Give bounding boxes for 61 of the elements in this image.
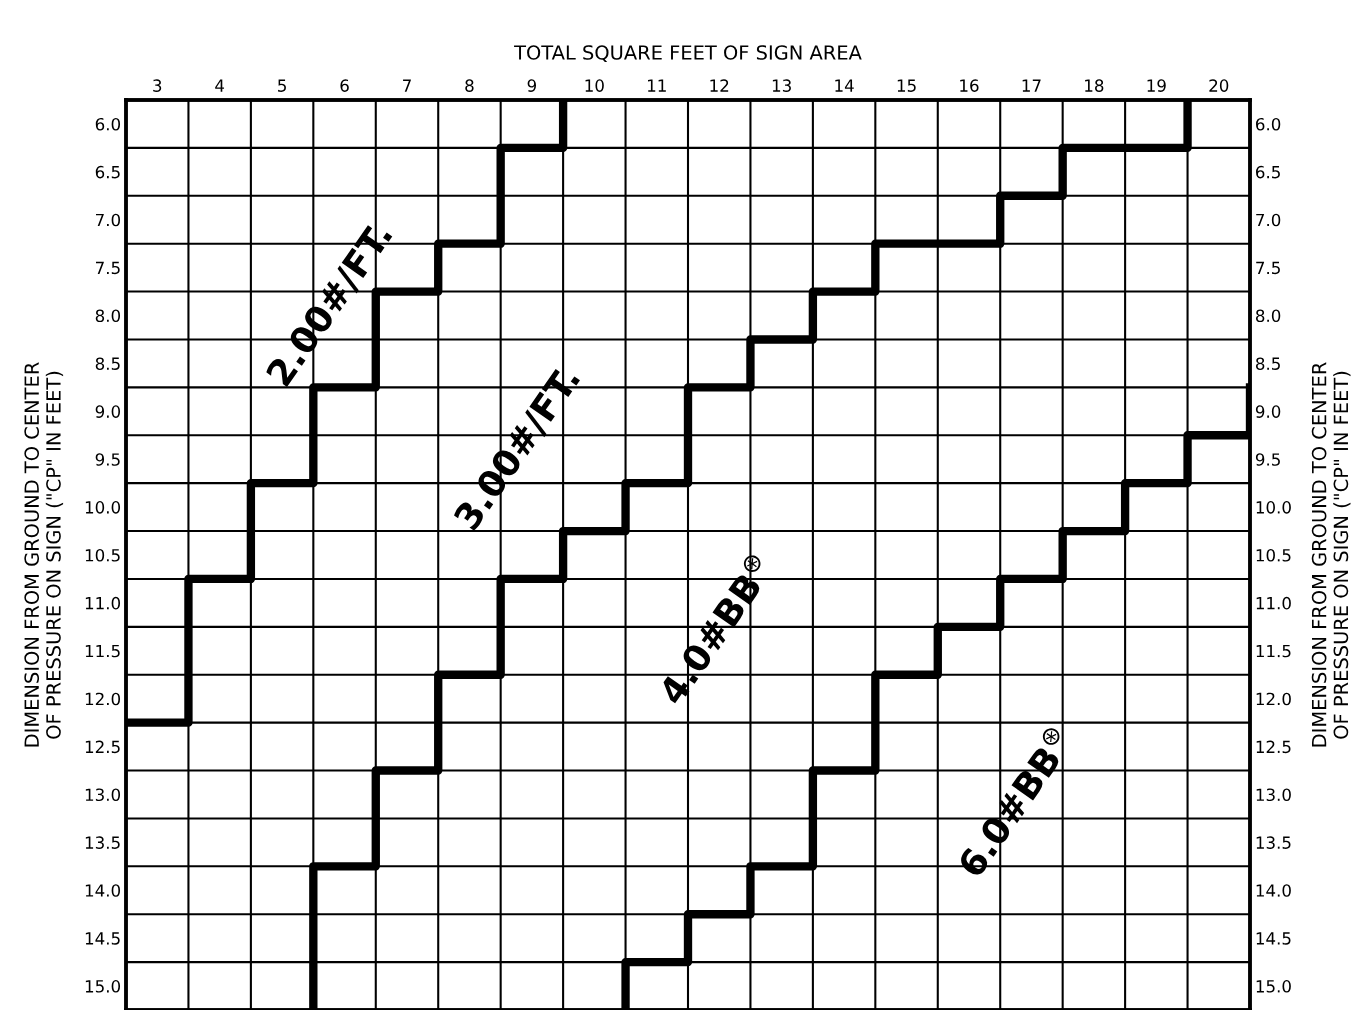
y-tick-label: 13.0 bbox=[85, 788, 121, 802]
y-tick-label: 7.0 bbox=[96, 213, 121, 227]
y2-tick-label: 6.0 bbox=[1256, 117, 1281, 131]
x-tick-label: 9 bbox=[527, 79, 537, 92]
y-tick-label: 11.5 bbox=[85, 644, 120, 658]
x-axis-title: TOTAL SQUARE FEET OF SIGN AREA bbox=[514, 45, 862, 63]
x-tick-label: 3 bbox=[153, 79, 162, 92]
x-tick-label: 8 bbox=[465, 79, 474, 92]
annotation: 6.0#BB$^{⊛}$ bbox=[953, 725, 1075, 879]
x-tick-label: 12 bbox=[710, 79, 729, 92]
y2-tick-label: 7.0 bbox=[1256, 213, 1281, 227]
x-tick-label: 20 bbox=[1209, 79, 1229, 92]
y2-tick-label: 14.5 bbox=[1256, 932, 1291, 945]
y2-tick-label: 13.5 bbox=[1256, 836, 1291, 849]
y2-tick-label: 6.5 bbox=[1256, 165, 1280, 179]
x-tick-label: 4 bbox=[215, 79, 225, 92]
y-tick-label: 15.0 bbox=[85, 980, 121, 993]
y2-tick-label: 8.5 bbox=[1255, 357, 1280, 370]
y-tick-label: 8.5 bbox=[95, 357, 120, 370]
x-tick-label: 19 bbox=[1147, 79, 1166, 92]
x-tick-label: 10 bbox=[585, 79, 604, 92]
y-tick-label: 7.5 bbox=[96, 261, 120, 275]
y-tick-label: 14.5 bbox=[85, 932, 120, 945]
y-tick-label: 12.5 bbox=[85, 740, 120, 754]
x-tick-label: 15 bbox=[897, 79, 916, 92]
annotation: 4.0#BB$^{⊛}$ bbox=[654, 552, 776, 707]
y2-tick-label: 10.5 bbox=[1256, 548, 1291, 562]
y2-tick-label: 12.5 bbox=[1256, 740, 1291, 754]
y2-tick-label: 12.0 bbox=[1256, 692, 1291, 706]
x-tick-label: 7 bbox=[403, 79, 411, 92]
x-tick-label: 14 bbox=[835, 79, 854, 92]
x-tick-label: 18 bbox=[1085, 79, 1104, 92]
x-tick-label: 13 bbox=[772, 79, 791, 92]
y-tick-label: 6.5 bbox=[95, 165, 120, 179]
y2-tick-label: 11.0 bbox=[1256, 596, 1291, 610]
y2-tick-label: 9.0 bbox=[1255, 405, 1281, 418]
y-tick-label: 10.5 bbox=[85, 548, 120, 562]
y-tick-label: 9.5 bbox=[95, 453, 120, 466]
y-tick-label: 14.0 bbox=[85, 884, 121, 897]
y-tick-label: 8.0 bbox=[95, 309, 121, 323]
y2-tick-label: 14.0 bbox=[1256, 884, 1291, 897]
x-tick-label: 16 bbox=[960, 79, 979, 92]
y2-axis-title: DIMENSION FROM GROUND TO CENTER OF PRESSURE ON SIGN ("CP" IN FEET) bbox=[1311, 362, 1351, 747]
y-tick-label: 10.0 bbox=[85, 501, 121, 514]
y-axis-title: DIMENSION FROM GROUND TO CENTER OF PRESSURE ON SIGN ("CP" IN FEET) bbox=[24, 362, 64, 747]
x-tick-label: 6 bbox=[340, 79, 349, 92]
x-tick-label: 17 bbox=[1022, 79, 1041, 92]
x-tick-label: 11 bbox=[648, 79, 666, 92]
y2-tick-label: 8.0 bbox=[1255, 309, 1281, 323]
y-tick-label: 9.0 bbox=[95, 405, 121, 418]
y-tick-label: 6.0 bbox=[95, 117, 121, 131]
y2-tick-label: 10.0 bbox=[1256, 501, 1291, 514]
y-tick-label: 12.0 bbox=[85, 692, 121, 706]
y2-tick-label: 9.5 bbox=[1255, 453, 1280, 466]
y2-tick-label: 11.5 bbox=[1256, 644, 1291, 658]
y-tick-label: 13.5 bbox=[85, 836, 120, 849]
y-tick-label: 11.0 bbox=[85, 596, 121, 610]
x-tick-label: 5 bbox=[278, 79, 286, 92]
y2-tick-label: 15.0 bbox=[1256, 980, 1291, 993]
y2-tick-label: 13.0 bbox=[1256, 788, 1291, 802]
y2-tick-label: 7.5 bbox=[1256, 261, 1280, 275]
